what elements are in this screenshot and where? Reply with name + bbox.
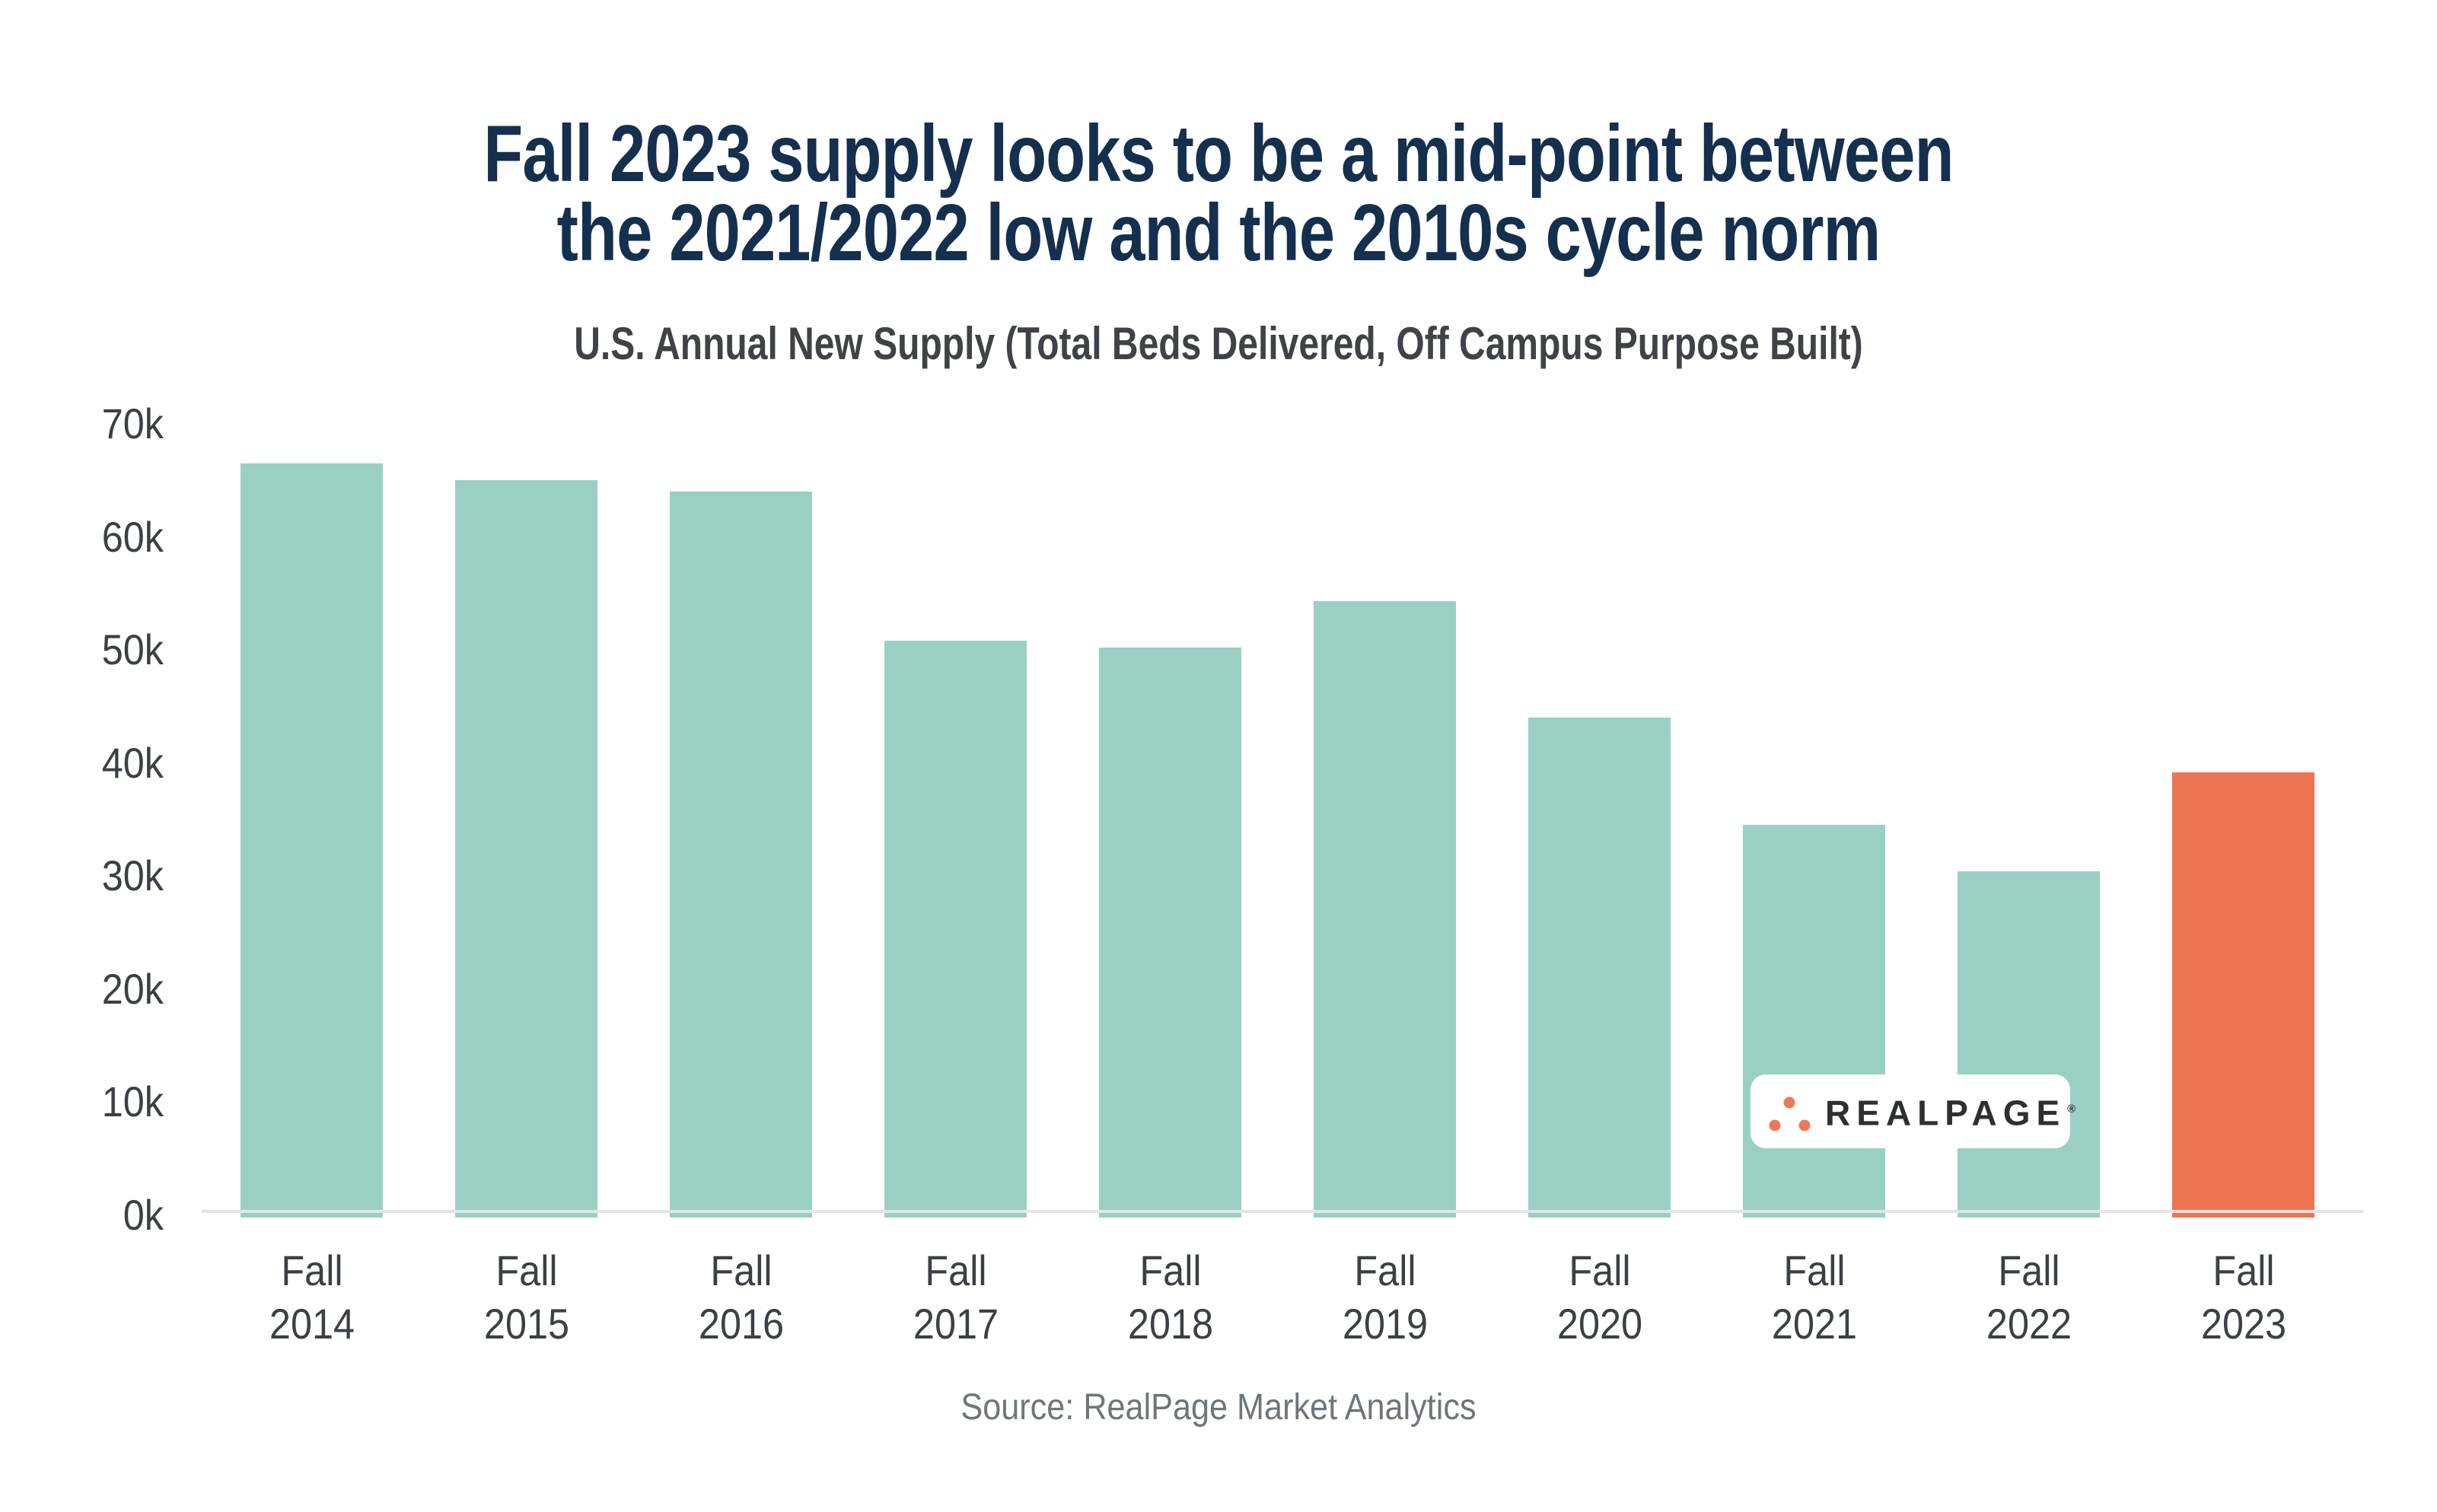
bar-fall-2020 xyxy=(1528,718,1671,1218)
chart-title-line2: the 2021/2022 low and the 2010s cycle no… xyxy=(556,188,1881,278)
realpage-triangle-dots-icon xyxy=(1769,1097,1811,1131)
x-label-fall-2020: Fall 2020 xyxy=(1556,1246,1642,1348)
source-note: Source: RealPage Market Analytics xyxy=(960,1387,1477,1428)
bar-fall-2015 xyxy=(455,480,597,1218)
realpage-logo: REALPAGE ® xyxy=(1750,1074,2075,1148)
chart-title-line1: Fall 2023 supply looks to be a mid-point… xyxy=(483,109,1954,199)
y-tick-label-10k: 10k xyxy=(101,1077,164,1125)
y-tick-label-70k: 70k xyxy=(101,399,164,447)
x-label-fall-2019: Fall 2019 xyxy=(1342,1246,1428,1348)
x-axis-line xyxy=(202,1210,2363,1213)
x-label-fall-2017: Fall 2017 xyxy=(913,1246,999,1348)
chart-title: Fall 2023 supply looks to be a mid-point… xyxy=(244,109,2193,278)
registered-mark: ® xyxy=(2067,1103,2076,1116)
y-tick-label-0k: 0k xyxy=(123,1191,164,1239)
chart-subtitle: U.S. Annual New Supply (Total Beds Deliv… xyxy=(574,318,1863,369)
bar-fall-2016 xyxy=(670,492,812,1218)
bar-fall-2018 xyxy=(1099,648,1241,1218)
bar-fall-2022 xyxy=(1958,871,2100,1218)
x-label-fall-2018: Fall 2018 xyxy=(1127,1246,1213,1348)
x-label-fall-2014: Fall 2014 xyxy=(269,1246,355,1348)
y-tick-label-40k: 40k xyxy=(101,739,164,787)
bar-fall-2017 xyxy=(884,641,1027,1218)
realpage-wordmark: REALPAGE ® xyxy=(1825,1093,2076,1133)
x-label-fall-2015: Fall 2015 xyxy=(483,1246,569,1348)
bar-fall-2014 xyxy=(241,463,383,1218)
x-label-fall-2023: Fall 2023 xyxy=(2200,1246,2286,1348)
bar-fall-2021 xyxy=(1743,825,1885,1218)
bar-fall-2023 xyxy=(2172,772,2314,1218)
x-label-fall-2016: Fall 2016 xyxy=(698,1246,784,1348)
y-tick-label-30k: 30k xyxy=(101,851,164,899)
x-label-fall-2021: Fall 2021 xyxy=(1771,1246,1857,1348)
y-tick-label-60k: 60k xyxy=(101,513,164,561)
y-tick-label-50k: 50k xyxy=(101,625,164,673)
bar-fall-2019 xyxy=(1314,601,1456,1218)
y-tick-label-20k: 20k xyxy=(101,965,164,1013)
x-label-fall-2022: Fall 2022 xyxy=(1986,1246,2072,1348)
